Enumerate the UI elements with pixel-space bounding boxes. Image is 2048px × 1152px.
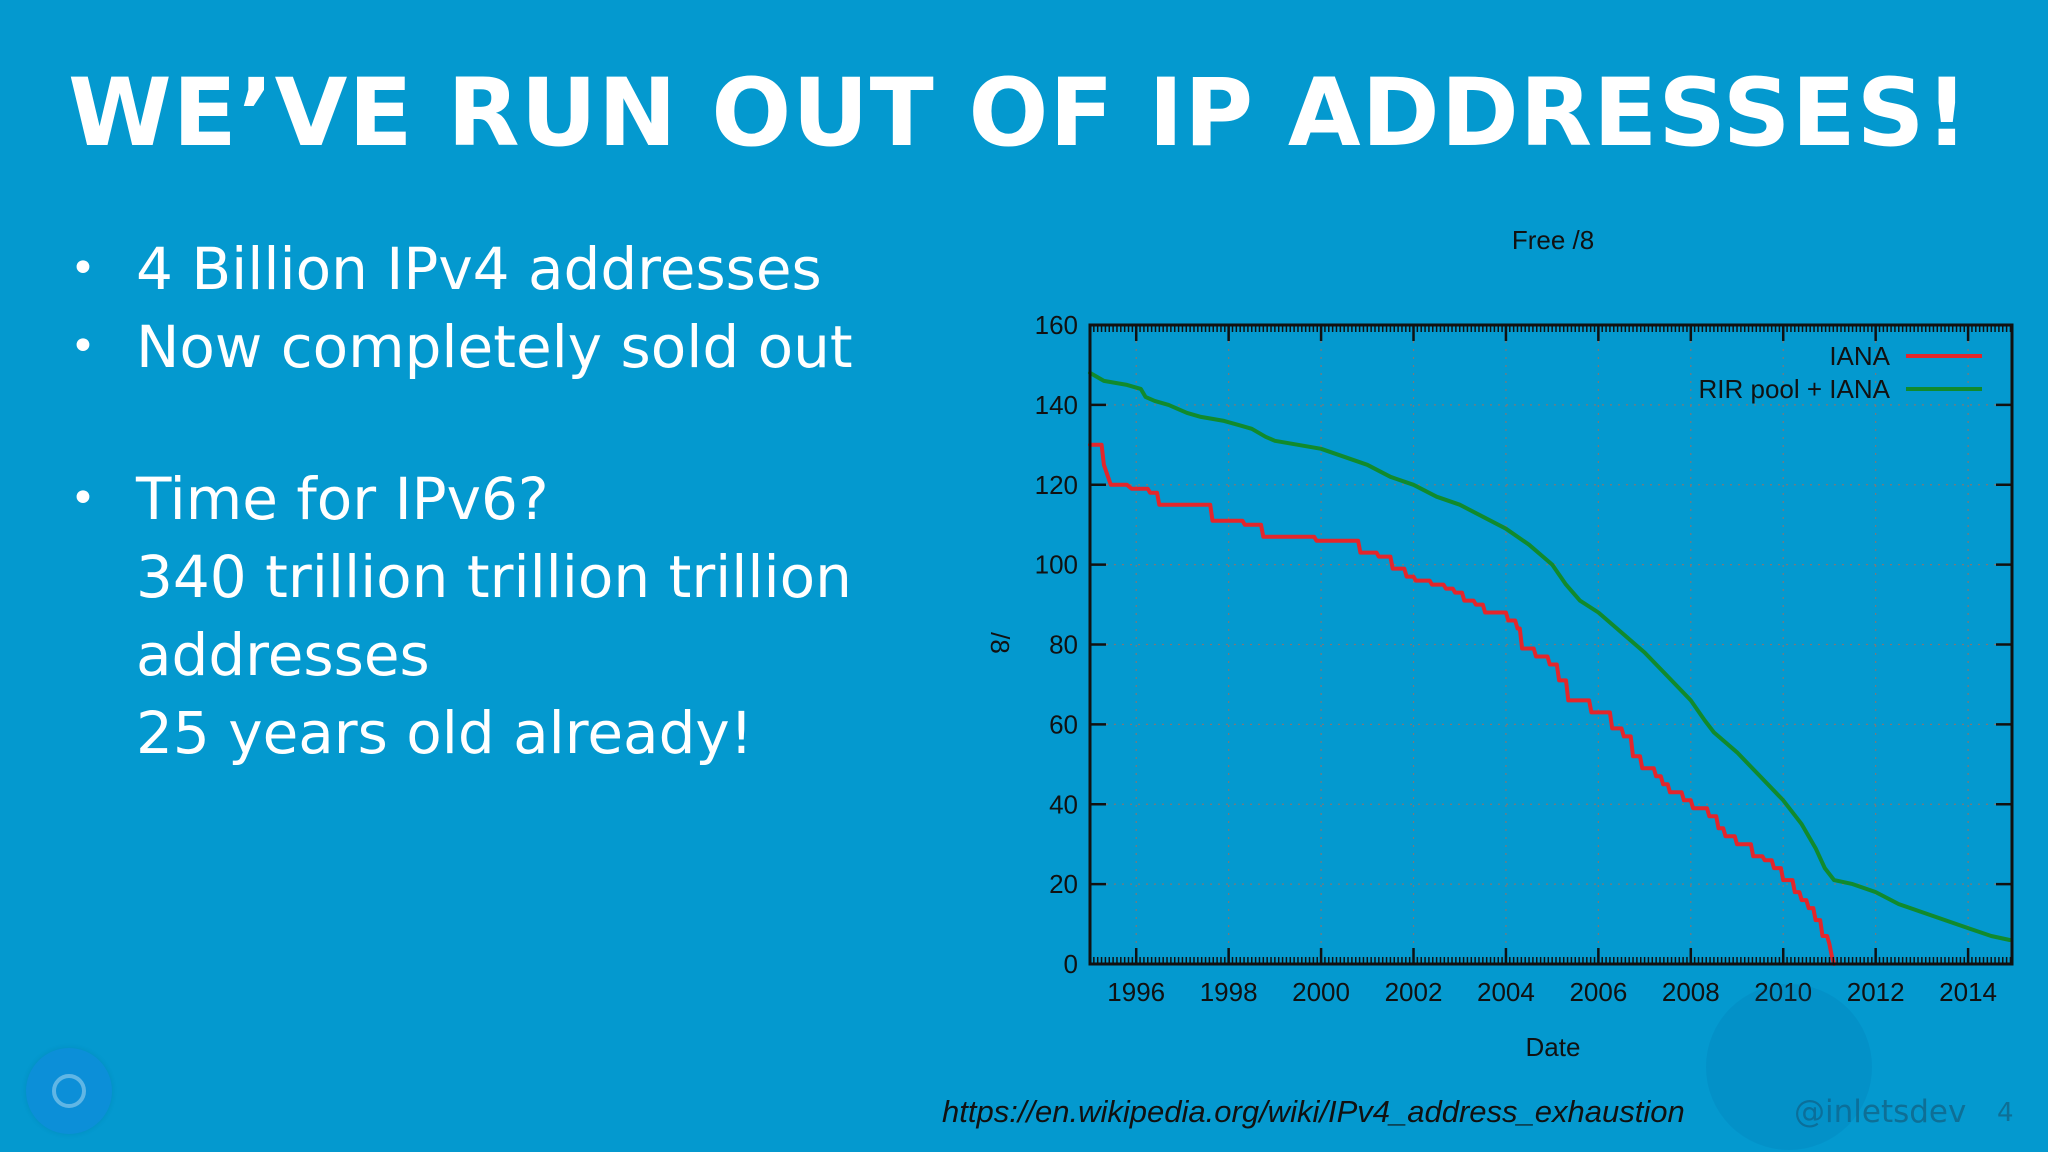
x-tick-label: 2010 <box>1754 977 1812 1007</box>
x-tick-label: 2004 <box>1477 977 1535 1007</box>
y-tick-label: 0 <box>1064 949 1078 979</box>
bullet-item: Now completely sold out <box>70 308 970 386</box>
y-tick-label: 20 <box>1049 869 1078 899</box>
twitter-handle: @inletsdev <box>1794 1094 1967 1130</box>
chart: 1996 1998 2000 2002 2004 2006 2008 2010 2012 2014… <box>950 220 2040 1070</box>
bullet-line: 4 Billion IPv4 addresses <box>136 235 822 303</box>
y-axis-label: /8 <box>985 632 1015 654</box>
x-tick-label: 2008 <box>1662 977 1720 1007</box>
chart-title: Free /8 <box>1512 225 1594 255</box>
source-link[interactable]: https://en.wikipedia.org/wiki/IPv4_addre… <box>942 1094 1685 1129</box>
slide-title: WE’VE RUN OUT OF IP ADDRESSES! <box>68 59 1970 168</box>
bullet-line: 340 trillion trillion trillion <box>136 543 852 611</box>
tick-labels: 1996 1998 2000 2002 2004 2006 2008 2010 2012 2014… <box>1035 310 1997 1007</box>
line-chart: 1996 1998 2000 2002 2004 2006 2008 2010 2012 2014… <box>985 225 2014 1062</box>
legend-label-rir: RIR pool + IANA <box>1699 374 1891 404</box>
x-tick-label: 1998 <box>1200 977 1258 1007</box>
bullet-line: Now completely sold out <box>136 313 853 381</box>
y-tick-label: 40 <box>1049 789 1078 819</box>
bullet-list: 4 Billion IPv4 addresses Now completely … <box>70 230 970 772</box>
x-tick-label: 2012 <box>1847 977 1905 1007</box>
x-axis-label: Date <box>1526 1032 1581 1062</box>
inlets-logo-icon <box>26 1048 112 1134</box>
grid <box>1090 325 2012 964</box>
page-number: 4 <box>1997 1098 2014 1128</box>
y-tick-label: 140 <box>1035 390 1078 420</box>
series-layer <box>1088 370 2012 966</box>
x-tick-label: 2014 <box>1939 977 1997 1007</box>
y-tick-label: 120 <box>1035 470 1078 500</box>
y-tick-label: 100 <box>1035 550 1078 580</box>
bullet-line: 25 years old already! <box>136 699 753 767</box>
series-line-iana <box>1088 442 1837 966</box>
y-tick-label: 60 <box>1049 709 1078 739</box>
series-line-rir-pool-iana <box>1088 370 2012 942</box>
watermark-circle-icon <box>1706 984 1872 1150</box>
ticks <box>1089 323 2012 966</box>
bullet-line: Time for IPv6? <box>136 465 549 533</box>
bullet-line: addresses <box>136 621 430 689</box>
bullet-item: 4 Billion IPv4 addresses <box>70 230 970 308</box>
legend: IANA RIR pool + IANA <box>1699 341 1982 404</box>
bullet-item: Time for IPv6? 340 trillion trillion tri… <box>70 460 970 772</box>
x-tick-label: 2000 <box>1292 977 1350 1007</box>
x-tick-label: 2002 <box>1385 977 1443 1007</box>
legend-label-iana: IANA <box>1829 341 1890 371</box>
y-tick-label: 80 <box>1049 630 1078 660</box>
x-tick-label: 1996 <box>1107 977 1165 1007</box>
y-tick-label: 160 <box>1035 310 1078 340</box>
x-tick-label: 2006 <box>1569 977 1627 1007</box>
